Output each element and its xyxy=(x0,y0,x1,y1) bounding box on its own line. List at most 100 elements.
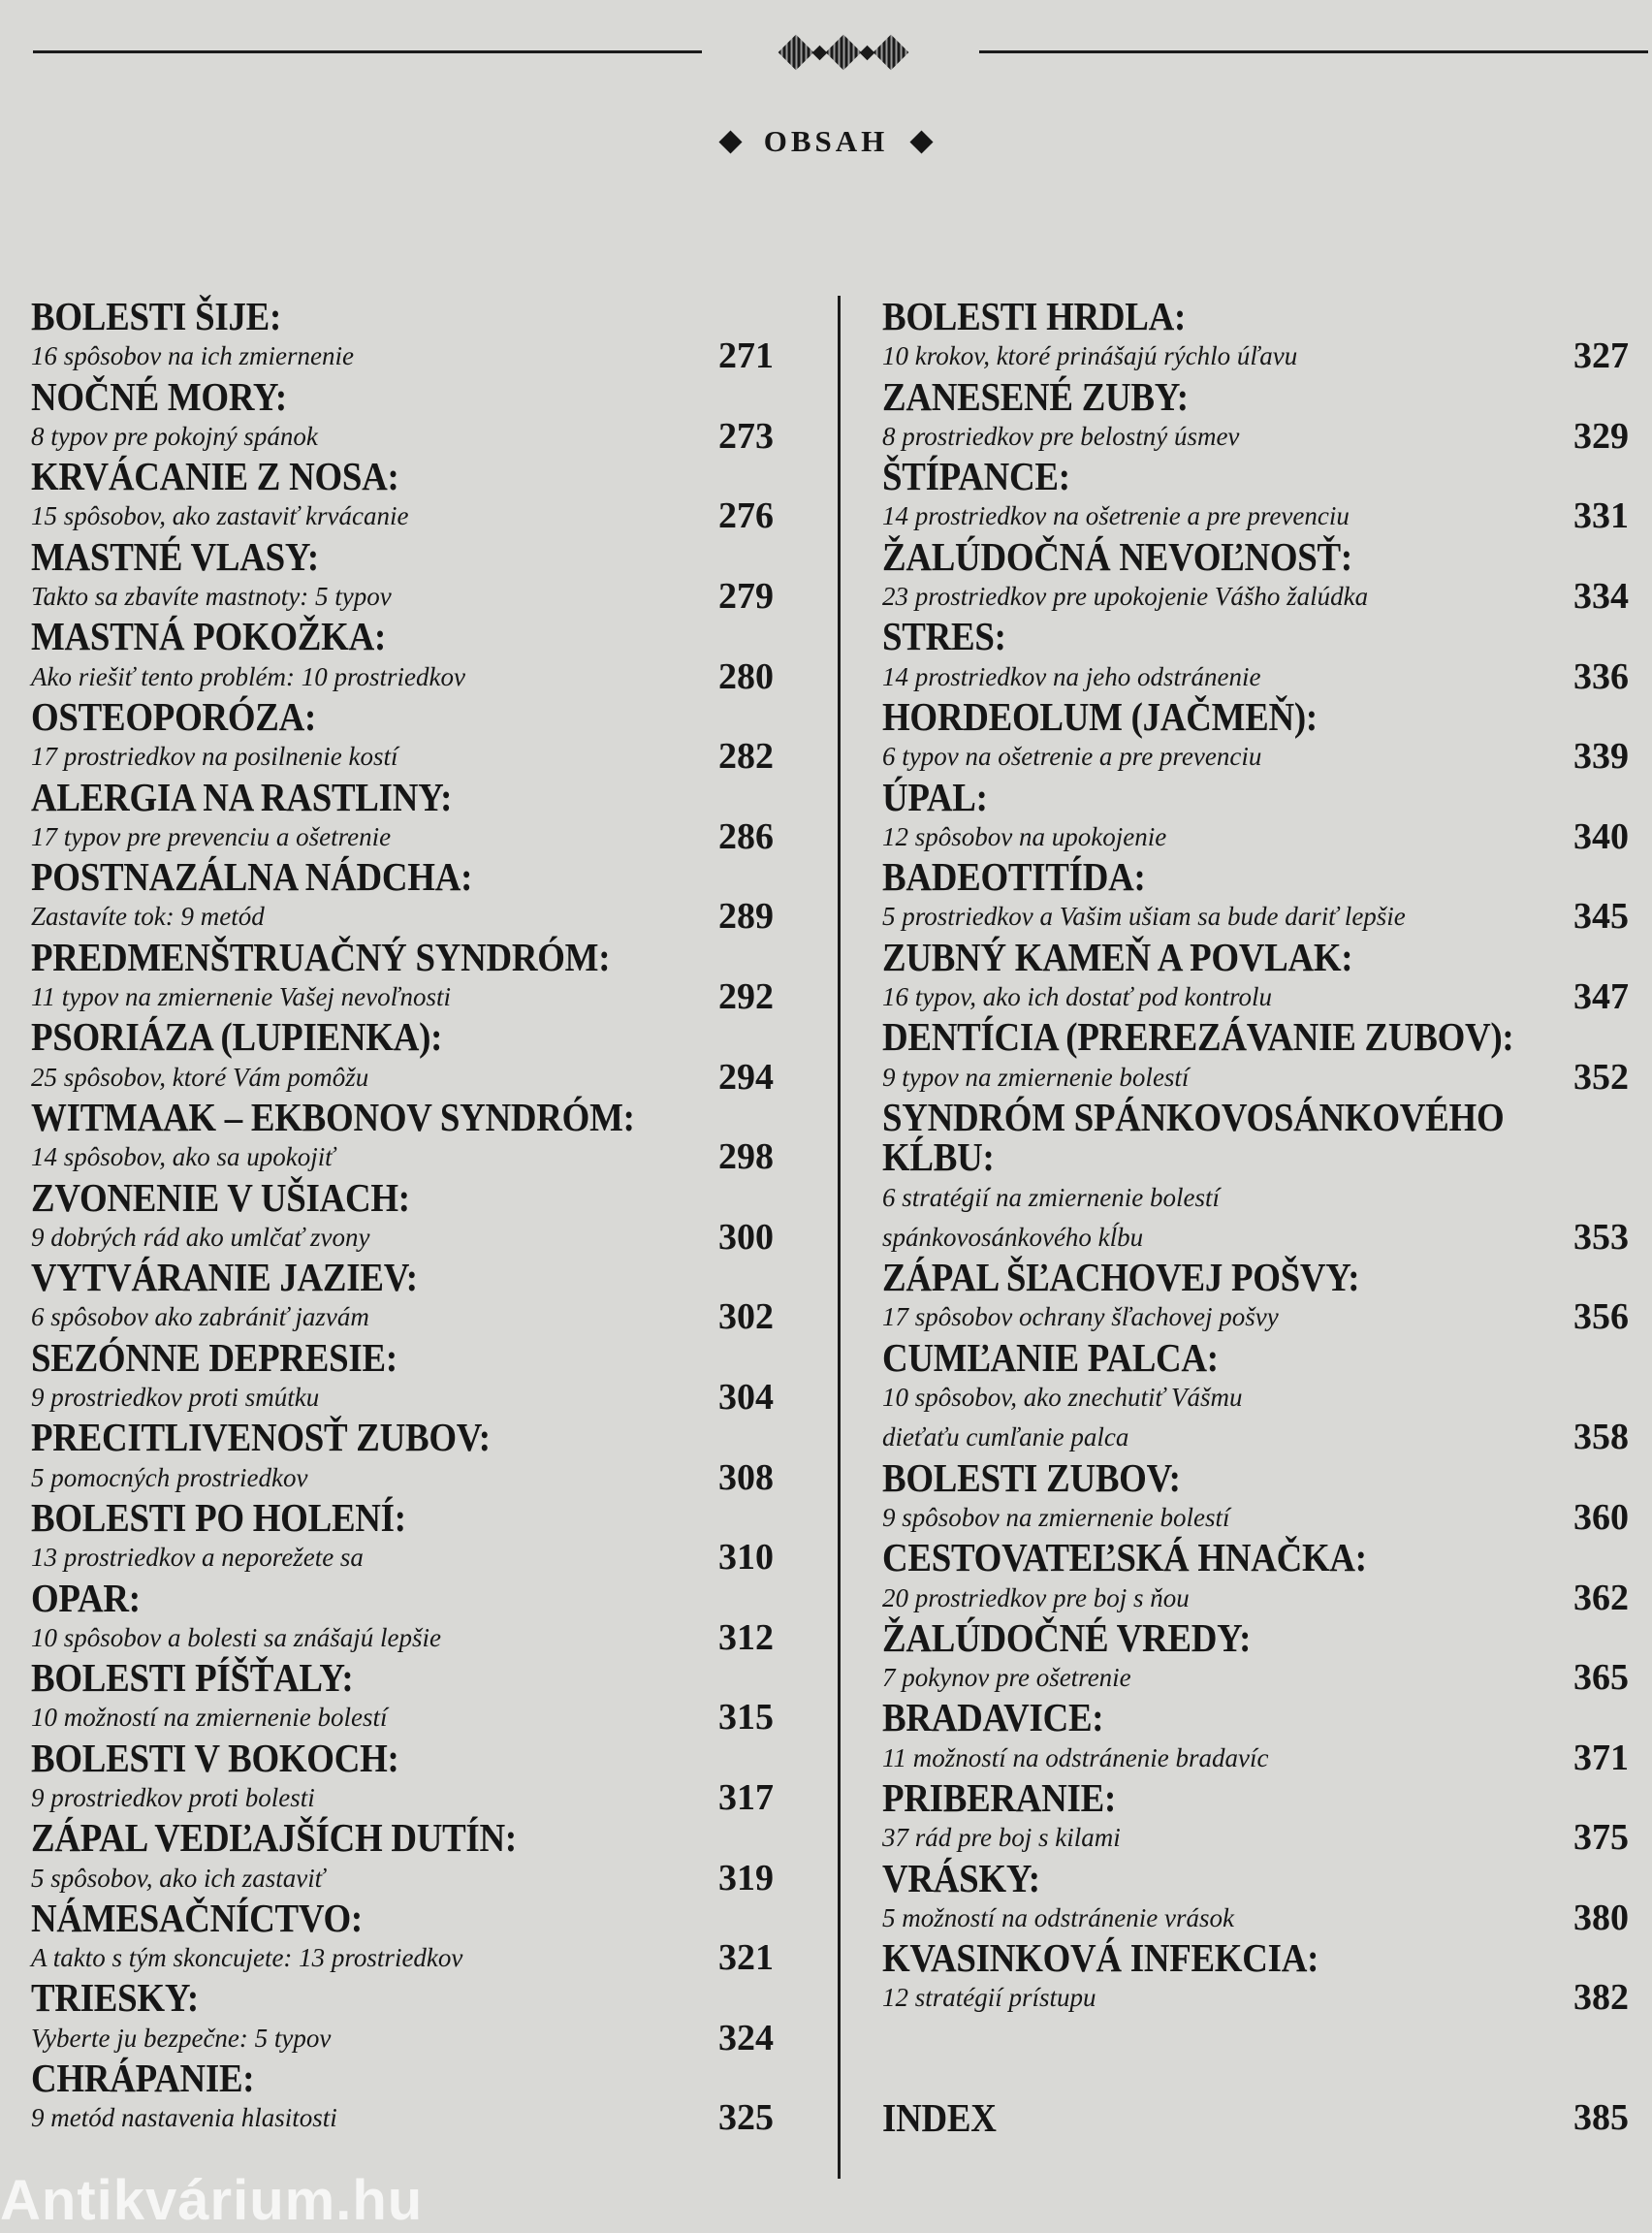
toc-entry[interactable]: DENTÍCIA (PREREZÁVANIE ZUBOV): 9 typov na… xyxy=(882,1017,1629,1098)
toc-entry[interactable]: MASTNÉ VLASY: Takto sa zbavíte mastnoty: … xyxy=(31,536,774,618)
toc-entry[interactable]: BOLESTI PO HOLENÍ: 13 prostriedkov a nepo… xyxy=(31,1497,774,1579)
toc-entry[interactable]: SEZÓNNE DEPRESIE: 9 prostriedkov proti sm… xyxy=(31,1334,774,1419)
toc-heading-line: ZVONENIE V UŠIACH: xyxy=(31,1177,774,1218)
toc-entry[interactable]: ZÁPAL ŠĽACHOVEJ POŠVY: 17 spôsobov ochran… xyxy=(882,1255,1629,1338)
toc-subtitle-line: 6 spôsobov ako zabrániť jazvám 302 xyxy=(31,1297,774,1338)
toc-page-number: 294 xyxy=(718,1056,774,1098)
toc-entry[interactable]: ŠTÍPANCE: 14 prostriedkov na ošetrenie a … xyxy=(882,456,1629,537)
toc-entry[interactable]: CUMĽANIE PALCA: 10 spôsobov, ako znechuti… xyxy=(882,1337,1629,1458)
toc-entry[interactable]: BRADAVICE: 11 možností na odstránenie bra… xyxy=(882,1698,1629,1778)
toc-entry[interactable]: NOČNÉ MORY: 8 typov pre pokojný spánok 273 xyxy=(31,373,774,458)
toc-entry[interactable]: ZUBNÝ KAMEŇ A POVLAK: 16 typov, ako ich d… xyxy=(882,934,1629,1018)
toc-heading-line: NOČNÉ MORY: xyxy=(31,373,774,419)
toc-heading-line: ZANESENÉ ZUBY: xyxy=(882,373,1629,419)
toc-entry[interactable]: ZÁPAL VEDĽAJŠÍCH DUTÍN: 5 spôsobov, ako i… xyxy=(31,1815,774,1898)
toc-entry[interactable]: BOLESTI PÍŠŤALY: 10 možností na zmierneni… xyxy=(31,1657,774,1739)
toc-heading: NOČNÉ MORY: xyxy=(31,373,287,419)
toc-entry[interactable]: ZVONENIE V UŠIACH: 9 dobrých rád ako umlč… xyxy=(31,1177,774,1259)
toc-heading-line: PSORIÁZA (LUPIENKA): xyxy=(31,1017,774,1058)
toc-entry[interactable]: BADEOTITÍDA: 5 prostriedkov a Vašim ušiam… xyxy=(882,854,1629,938)
toc-entry[interactable]: TRIESKY: Vyberte ju bezpečne: 5 typov 324 xyxy=(31,1978,774,2058)
toc-entry[interactable]: BOLESTI ŠIJE: 16 spôsobov na ich zmiernen… xyxy=(31,296,774,377)
toc-heading: ZANESENÉ ZUBY: xyxy=(882,373,1189,419)
toc-heading: SEZÓNNE DEPRESIE: xyxy=(31,1334,397,1380)
toc-heading-line: BADEOTITÍDA: xyxy=(882,854,1629,900)
toc-heading-line: ŠTÍPANCE: xyxy=(882,456,1629,496)
diamond-icon xyxy=(718,129,743,154)
toc-heading: WITMAAK – EKBONOV SYNDRÓM: xyxy=(31,1094,635,1139)
toc-entry[interactable]: CESTOVATEĽSKÁ HNAČKA: 20 prostriedkov pre… xyxy=(882,1537,1629,1618)
toc-entry-index[interactable]: INDEX 385 xyxy=(882,2097,1629,2138)
toc-entry[interactable]: BOLESTI V BOKOCH: 9 prostriedkov proti bo… xyxy=(31,1738,774,1819)
toc-heading-line: ZUBNÝ KAMEŇ A POVLAK: xyxy=(882,934,1629,979)
toc-entry[interactable]: OSTEOPORÓZA: 17 prostriedkov na posilneni… xyxy=(31,696,774,778)
toc-heading: BOLESTI HRDLA: xyxy=(882,294,1187,338)
toc-subtitle: 6 spôsobov ako zabrániť jazvám xyxy=(31,1302,369,1332)
toc-subtitle-line: 37 rád pre boj s kilami 375 xyxy=(882,1817,1629,1858)
toc-entry[interactable]: WITMAAK – EKBONOV SYNDRÓM: 14 spôsobov, a… xyxy=(31,1094,774,1178)
toc-heading: KĹBU: xyxy=(882,1134,995,1180)
toc-entry[interactable]: KRVÁCANIE Z NOSA: 15 spôsobov, ako zastav… xyxy=(31,456,774,537)
toc-heading: ZÁPAL ŠĽACHOVEJ POŠVY: xyxy=(882,1255,1360,1300)
toc-subtitle-line: 9 spôsobov na zmiernenie bolestí 360 xyxy=(882,1497,1629,1538)
toc-entry[interactable]: PRIBERANIE: 37 rád pre boj s kilami 375 xyxy=(882,1774,1629,1859)
toc-entry[interactable]: BOLESTI HRDLA: 10 krokov, ktoré prinášajú… xyxy=(882,294,1629,377)
toc-entry[interactable]: PRECITLIVENOSŤ ZUBOV: 5 pomocných prostri… xyxy=(31,1418,774,1498)
toc-entry[interactable]: HORDEOLUM (JAČMEŇ): 6 typov na ošetrenie … xyxy=(882,696,1629,778)
toc-entry[interactable]: PSORIÁZA (LUPIENKA): 25 spôsobov, ktoré V… xyxy=(31,1017,774,1098)
toc-subtitle: Vyberte ju bezpečne: 5 typov xyxy=(31,2023,332,2053)
toc-subtitle: 14 prostriedkov na jeho odstránenie xyxy=(882,661,1261,691)
toc-subtitle: dieťaťu cumľanie palca xyxy=(882,1422,1129,1452)
toc-entry[interactable]: ZANESENÉ ZUBY: 8 prostriedkov pre belostn… xyxy=(882,373,1629,458)
toc-entry[interactable]: BOLESTI ZUBOV: 9 spôsobov na zmiernenie b… xyxy=(882,1457,1629,1539)
toc-entry[interactable]: STRES: 14 prostriedkov na jeho odstráneni… xyxy=(882,617,1629,697)
toc-page-number: 292 xyxy=(718,976,774,1018)
toc-entry[interactable]: ŽALÚDOČNÉ VREDY: 7 pokynov pre ošetrenie 3… xyxy=(882,1617,1629,1699)
toc-page-number: 356 xyxy=(1573,1296,1629,1338)
toc-heading-line: BOLESTI PO HOLENÍ: xyxy=(31,1497,774,1538)
toc-entry[interactable]: OPAR: 10 spôsobov a bolesti sa znášajú le… xyxy=(31,1578,774,1659)
toc-entry[interactable]: CHRÁPANIE: 9 metód nastavenia hlasitosti 3… xyxy=(31,2058,774,2139)
toc-heading-line: OPAR: xyxy=(31,1578,774,1618)
toc-entry[interactable]: VYTVÁRANIE JAZIEV: 6 spôsobov ako zabráni… xyxy=(31,1257,774,1338)
toc-subtitle-line: Zastavíte tok: 9 metód 289 xyxy=(31,896,774,938)
toc-page-number: 380 xyxy=(1573,1897,1629,1938)
toc-entry[interactable]: MASTNÁ POKOŽKA: Ako riešiť tento problém:… xyxy=(31,617,774,697)
toc-entry[interactable]: VRÁSKY: 5 možností na odstránenie vrások 3… xyxy=(882,1858,1629,1939)
toc-entry[interactable]: POSTNAZÁLNA NÁDCHA: Zastavíte tok: 9 metó… xyxy=(31,856,774,938)
toc-subtitle-line: 12 spôsobov na upokojenie 340 xyxy=(882,816,1629,857)
toc-subtitle-line: 17 typov pre prevenciu a ošetrenie 286 xyxy=(31,816,774,857)
toc-heading: PRIBERANIE: xyxy=(882,1774,1117,1820)
toc-page-number: 289 xyxy=(718,896,774,938)
toc-page-number: 347 xyxy=(1573,976,1629,1018)
toc-heading-line: ZÁPAL ŠĽACHOVEJ POŠVY: xyxy=(882,1255,1629,1300)
toc-heading: PRECITLIVENOSŤ ZUBOV: xyxy=(31,1415,491,1460)
toc-heading-line: SYNDRÓM SPÁNKOVOSÁNKOVÉHO xyxy=(882,1097,1629,1137)
toc-entry[interactable]: ALERGIA NA RASTLINY: 17 typov pre prevenc… xyxy=(31,777,774,858)
toc-entry[interactable]: KVASINKOVÁ INFEKCIA: 12 stratégií prístup… xyxy=(882,1937,1629,2019)
toc-heading: BADEOTITÍDA: xyxy=(882,854,1146,900)
toc-entry[interactable]: SYNDRÓM SPÁNKOVOSÁNKOVÉHO KĹBU: 6 stratégi… xyxy=(882,1097,1629,1258)
toc-subtitle-line: 25 spôsobov, ktoré Vám pomôžu 294 xyxy=(31,1056,774,1098)
toc-subtitle-line: 9 metód nastavenia hlasitosti 325 xyxy=(31,2098,774,2139)
toc-page-number: 282 xyxy=(718,736,774,778)
toc-subtitle: 5 prostriedkov a Vašim ušiam sa bude dar… xyxy=(882,902,1406,932)
toc-subtitle: spánkovosánkového kĺbu xyxy=(882,1222,1144,1252)
toc-entry[interactable]: NÁMESAČNÍCTVO: A takto s tým skoncujete: … xyxy=(31,1898,774,1979)
toc-subtitle-line: 10 možností na zmiernenie bolestí 315 xyxy=(31,1698,774,1739)
toc-entry[interactable]: PREDMENŠTRUAČNÝ SYNDRÓM: 11 typov na zmie… xyxy=(31,937,774,1018)
toc-heading: ZUBNÝ KAMEŇ A POVLAK: xyxy=(882,934,1353,979)
toc-heading: NÁMESAČNÍCTVO: xyxy=(31,1895,363,1940)
toc-subtitle: A takto s tým skoncujete: 13 prostriedko… xyxy=(31,1943,463,1973)
toc-subtitle-line: 7 pokynov pre ošetrenie 365 xyxy=(882,1657,1629,1698)
toc-subtitle: 17 prostriedkov na posilnenie kostí xyxy=(31,742,398,772)
toc-heading-line: HORDEOLUM (JAČMEŇ): xyxy=(882,696,1629,737)
toc-heading: ZÁPAL VEDĽAJŠÍCH DUTÍN: xyxy=(31,1815,517,1861)
toc-page-number: 331 xyxy=(1573,495,1629,537)
toc-subtitle-line: 11 typov na zmiernenie Vašej nevoľnosti 2… xyxy=(31,976,774,1018)
toc-subtitle: 9 metód nastavenia hlasitosti xyxy=(31,2103,337,2133)
toc-subtitle: 12 spôsobov na upokojenie xyxy=(882,821,1167,851)
toc-subtitle: 10 možností na zmiernenie bolestí xyxy=(31,1703,388,1733)
toc-entry[interactable]: ÚPAL: 12 spôsobov na upokojenie 340 xyxy=(882,777,1629,858)
toc-entry[interactable]: ŽALÚDOČNÁ NEVOĽNOSŤ: 23 prostriedkov pre … xyxy=(882,536,1629,618)
